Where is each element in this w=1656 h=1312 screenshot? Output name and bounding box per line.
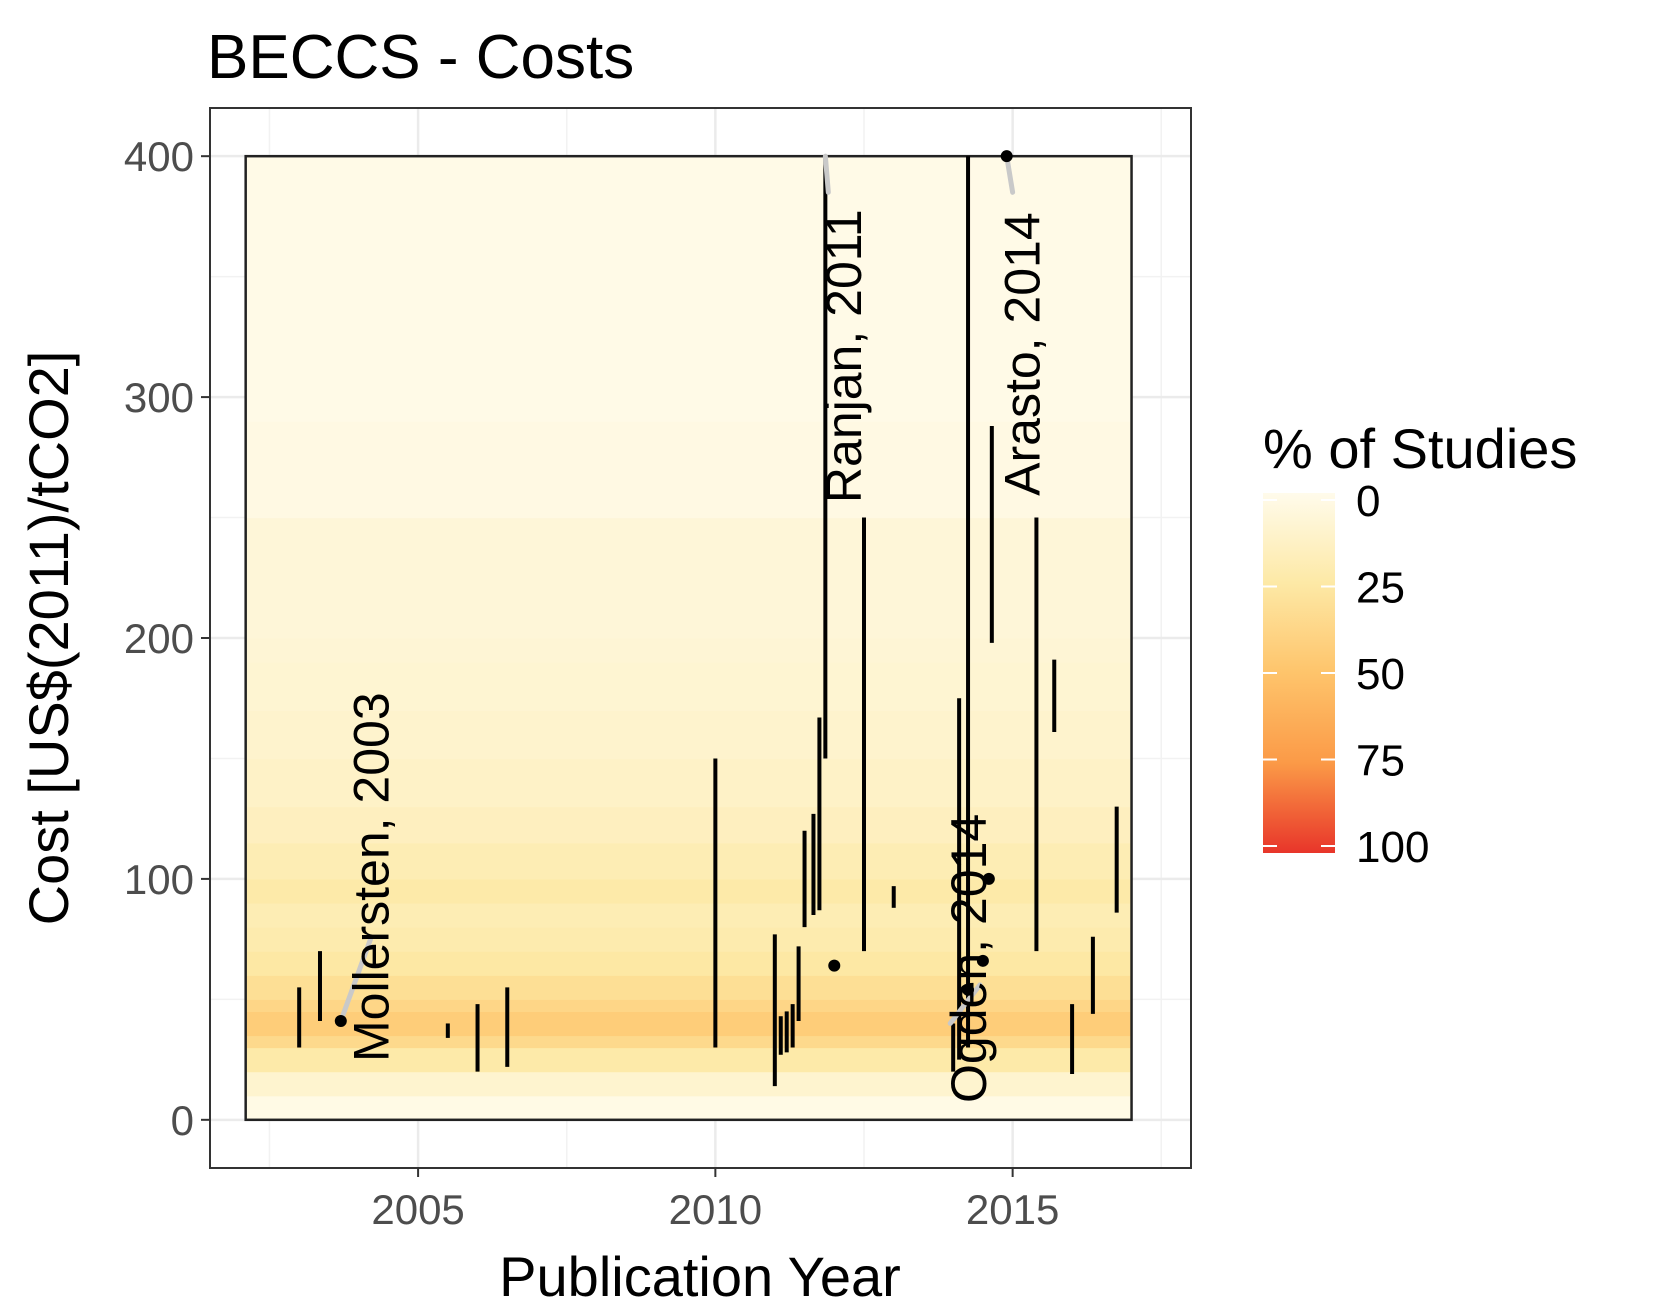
- x-tick-label: 2010: [669, 1186, 762, 1233]
- annotation-label: Ranjan, 2011: [816, 209, 872, 503]
- heat-band: [245, 975, 1132, 1000]
- legend-tick-label: 75: [1356, 737, 1405, 786]
- heat-band: [245, 710, 1132, 760]
- annotation-leader: [822, 153, 831, 195]
- y-tick-label: 300: [124, 374, 194, 421]
- heat-band: [245, 878, 1132, 904]
- annotation-leader: [338, 936, 374, 1024]
- y-tick-label: 200: [124, 615, 194, 662]
- legend-tick-label: 100: [1356, 823, 1429, 872]
- heat-band: [245, 806, 1132, 844]
- y-axis-label: Cost [US$(2011)/tCO2]: [17, 351, 80, 926]
- heat-band: [245, 1071, 1132, 1097]
- heat-band: [245, 927, 1132, 952]
- heat-band: [245, 517, 1132, 639]
- legend: % of Studies 0 25 50 75 100: [1263, 417, 1577, 872]
- legend-tick-label: 50: [1356, 650, 1405, 699]
- heat-band: [245, 1095, 1132, 1121]
- data-point: [1000, 150, 1013, 163]
- y-tick-label: 400: [124, 133, 194, 180]
- data-point: [334, 1015, 347, 1028]
- legend-title: % of Studies: [1263, 417, 1577, 480]
- heat-band: [245, 156, 1132, 422]
- x-tick-label: 2015: [966, 1186, 1059, 1233]
- heat-band: [245, 1047, 1132, 1073]
- y-tick-label: 0: [171, 1097, 194, 1144]
- annotation-label: Arasto, 2014: [994, 212, 1050, 496]
- heat-band: [245, 421, 1132, 519]
- study-ranges: [297, 156, 1119, 1087]
- heat-band: [245, 903, 1132, 928]
- heatmap-bands: [245, 156, 1132, 1121]
- heat-band: [245, 999, 1132, 1013]
- heatmap-frame: [244, 154, 1133, 1122]
- heat-band: [245, 1035, 1132, 1049]
- heat-band: [245, 758, 1132, 808]
- x-axis: 2005 2010 2015: [371, 1168, 1059, 1233]
- annotation-label: Mollersten, 2003: [343, 692, 399, 1062]
- annotation-labels: Mollersten, 2003 Ranjan, 2011 Ogden, 2014 A…: [343, 209, 1050, 1103]
- heat-band: [245, 842, 1132, 880]
- data-point: [828, 959, 841, 972]
- y-axis: 0 100 200 300 400: [124, 133, 210, 1144]
- x-tick-label: 2005: [371, 1186, 464, 1233]
- annotation-leader: [1004, 153, 1016, 195]
- legend-tick-label: 0: [1356, 477, 1380, 526]
- study-points: [334, 150, 1013, 1028]
- heat-band: [245, 662, 1132, 711]
- y-tick-label: 100: [124, 856, 194, 903]
- x-axis-label: Publication Year: [499, 1245, 901, 1308]
- data-point: [976, 954, 989, 967]
- annotation-leader: [947, 982, 983, 1026]
- annotation-leaders: [338, 153, 1016, 1026]
- legend-ticks: 0 25 50 75 100: [1263, 477, 1429, 872]
- data-point: [982, 872, 995, 885]
- legend-tick-label: 25: [1356, 564, 1405, 613]
- chart-title: BECCS - Costs: [207, 23, 634, 92]
- annotation-label: Ogden, 2014: [941, 814, 997, 1103]
- data-point: [962, 983, 975, 996]
- heat-band: [245, 638, 1132, 663]
- heat-band: [245, 1011, 1132, 1037]
